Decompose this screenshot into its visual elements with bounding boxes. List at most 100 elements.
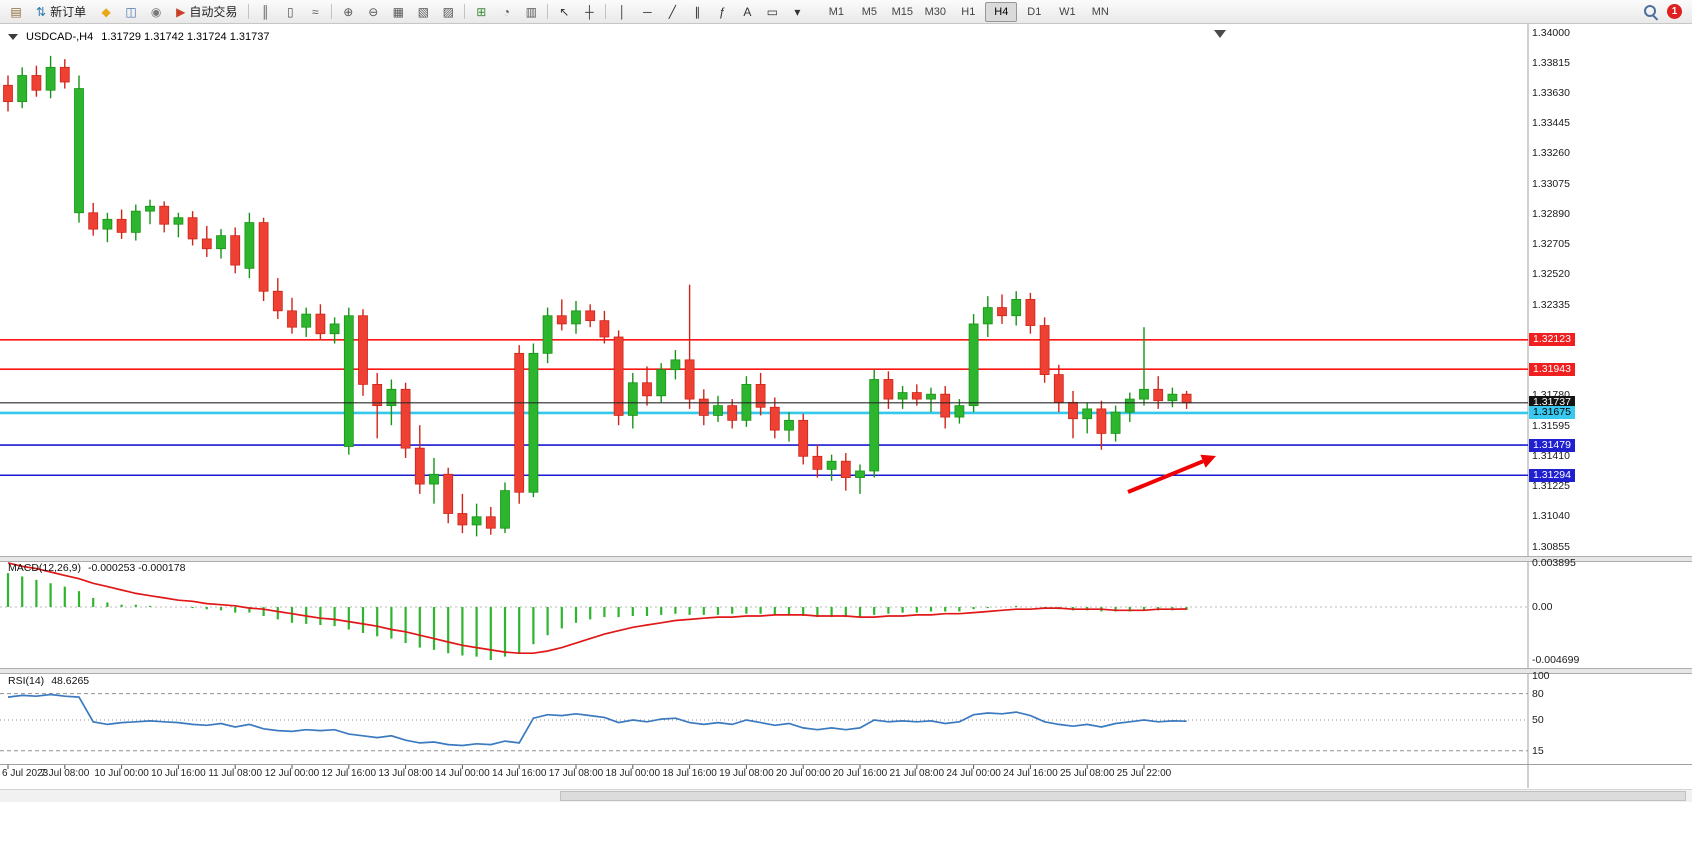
chart-line-button[interactable]: ≈ — [303, 1, 327, 23]
rsi-name-label: RSI(14) — [8, 675, 45, 687]
timeframe-button-d1[interactable]: D1 — [1027, 5, 1042, 18]
horizontal-price-lines[interactable] — [0, 338, 1528, 477]
cascade-windows-button[interactable]: ▧ — [411, 1, 435, 23]
notification-badge[interactable]: 1 — [1667, 4, 1682, 19]
toolbar-right-group: 1 — [1643, 4, 1688, 21]
channel-icon: ∥ — [694, 4, 701, 19]
new-chart-button[interactable]: ▤ — [4, 1, 28, 23]
zoom-in-button[interactable]: ⊕ — [336, 1, 360, 23]
search-icon[interactable] — [1643, 4, 1659, 21]
trend-arrow-annotation[interactable] — [1127, 454, 1216, 494]
new-order-icon: ⇅ — [36, 4, 47, 19]
main-macd-splitter[interactable] — [0, 556, 1692, 562]
timeframe-button-h4[interactable]: H4 — [985, 1, 1018, 22]
time-axis-label: 20 Jul 16:00 — [832, 768, 888, 779]
chart-candles-button[interactable]: ▯ — [278, 1, 302, 23]
price-axis-label: 1.33260 — [1532, 147, 1570, 160]
time-axis-label: 18 Jul 16:00 — [662, 768, 717, 779]
timeframe-button-m5[interactable]: M5 — [861, 5, 877, 18]
horizontal-scrollbar[interactable] — [0, 789, 1692, 802]
horizontal-line-button[interactable]: ─ — [635, 1, 659, 23]
templates-button[interactable]: ▥ — [519, 1, 543, 23]
timeframe-button-m1[interactable]: M1 — [828, 5, 844, 18]
rsi-scale-label: 100 — [1532, 670, 1550, 682]
rsi-line — [7, 693, 1187, 747]
time-axis-label: 6 Jul 2023 — [2, 768, 49, 779]
shapes-button[interactable]: ▾ — [785, 1, 809, 23]
scrollbar-thumb[interactable] — [560, 791, 1686, 801]
toolbar-separator — [331, 4, 333, 19]
cursor-button[interactable]: ↖ — [552, 1, 576, 23]
chart-bars-icon: ║ — [261, 4, 270, 19]
price-badge-1.31675: 1.31675 — [1529, 406, 1575, 420]
market-watch-button[interactable]: ◆ — [94, 1, 118, 23]
chart-candles-icon: ▯ — [287, 4, 294, 19]
timeframe-button-m15[interactable]: M15 — [891, 5, 914, 18]
time-axis-label: 10 Jul 16:00 — [151, 768, 206, 779]
time-axis-label: 18 Jul 00:00 — [605, 768, 661, 779]
timeframe-toolbar: M1 M5 M15 M30 H1 H4 D1 W1 MN — [820, 1, 1116, 22]
timeframe-button-h1[interactable]: H1 — [961, 5, 976, 18]
timeframe-button-w1[interactable]: W1 — [1059, 5, 1076, 18]
data-window-icon: ◉ — [150, 4, 162, 19]
timeframe-button-m30[interactable]: M30 — [924, 5, 947, 18]
timeframe-button-mn[interactable]: MN — [1091, 5, 1109, 18]
time-axis-label: 21 Jul 08:00 — [889, 768, 945, 779]
vertical-line-icon: │ — [618, 4, 627, 19]
trendline-button[interactable]: ╱ — [660, 1, 684, 23]
candlestick-series — [3, 55, 1192, 537]
indicators-button[interactable]: ⊞ — [469, 1, 493, 23]
price-axis-label: 1.31410 — [1532, 449, 1570, 462]
label-button[interactable]: ▭ — [760, 1, 784, 23]
rsi-label-row: RSI(14) 48.6265 — [8, 675, 89, 687]
text-icon: A — [743, 4, 752, 19]
fibonacci-button[interactable]: ƒ — [710, 1, 734, 23]
macd-signal-line — [7, 562, 1187, 655]
new-order-button[interactable]: ⇅ 新订单 — [29, 1, 93, 23]
time-axis-label: 12 Jul 00:00 — [264, 768, 320, 779]
crosshair-button[interactable]: ┼ — [577, 1, 601, 23]
time-axis-label: 20 Jul 00:00 — [775, 768, 831, 779]
zoom-out-button[interactable]: ⊖ — [361, 1, 385, 23]
time-axis-label: 19 Jul 08:00 — [719, 768, 774, 779]
chart-bars-button[interactable]: ║ — [253, 1, 277, 23]
cursor-icon: ↖ — [559, 4, 570, 19]
profiles-button[interactable]: ◫ — [119, 1, 143, 23]
templates-icon: ▥ — [525, 4, 537, 19]
macd-scale-label: -0.004699 — [1532, 654, 1580, 666]
new-chart-icon: ▤ — [10, 4, 22, 19]
price-axis-label: 1.33445 — [1532, 117, 1570, 130]
text-button[interactable]: A — [735, 1, 759, 23]
tile-windows-button[interactable]: ▦ — [386, 1, 410, 23]
toolbar-separator — [605, 4, 607, 19]
channel-button[interactable]: ∥ — [685, 1, 709, 23]
toolbar-separator — [248, 4, 250, 19]
data-window-button[interactable]: ◉ — [144, 1, 168, 23]
price-axis-label: 1.31595 — [1532, 419, 1570, 432]
label-icon: ▭ — [766, 4, 778, 19]
time-axis-label: 17 Jul 08:00 — [548, 768, 604, 779]
price-axis-label: 1.33815 — [1532, 56, 1570, 69]
price-axis-label: 1.32335 — [1532, 298, 1570, 311]
fibonacci-icon: ƒ — [718, 4, 726, 19]
arrange-windows-button[interactable]: ▨ — [436, 1, 460, 23]
toolbar-separator — [464, 4, 466, 19]
ohlc-values: 1.31729 1.31742 1.31724 1.31737 — [101, 31, 270, 43]
chart-shift-marker[interactable] — [1214, 30, 1226, 38]
auto-trading-button-label: 自动交易 — [189, 5, 238, 19]
time-axis-label: 13 Jul 08:00 — [378, 768, 433, 779]
rsi-scale-label: 80 — [1532, 687, 1544, 700]
vertical-line-button[interactable]: │ — [610, 1, 634, 23]
auto-trading-button[interactable]: ▶ 自动交易 — [169, 1, 244, 23]
time-axis-label: 7 Jul 08:00 — [40, 768, 90, 779]
macd-histogram — [6, 573, 1188, 661]
time-axis-label: 14 Jul 16:00 — [491, 768, 547, 779]
auto-trading-icon: ▶ — [176, 4, 186, 19]
one-click-trading-toggle-icon[interactable] — [8, 34, 18, 40]
cascade-windows-icon: ▧ — [417, 4, 429, 19]
rsi-value-label: 48.6265 — [51, 675, 90, 687]
macd-rsi-splitter[interactable] — [0, 668, 1692, 674]
period-button[interactable]: ◔ — [494, 1, 518, 23]
